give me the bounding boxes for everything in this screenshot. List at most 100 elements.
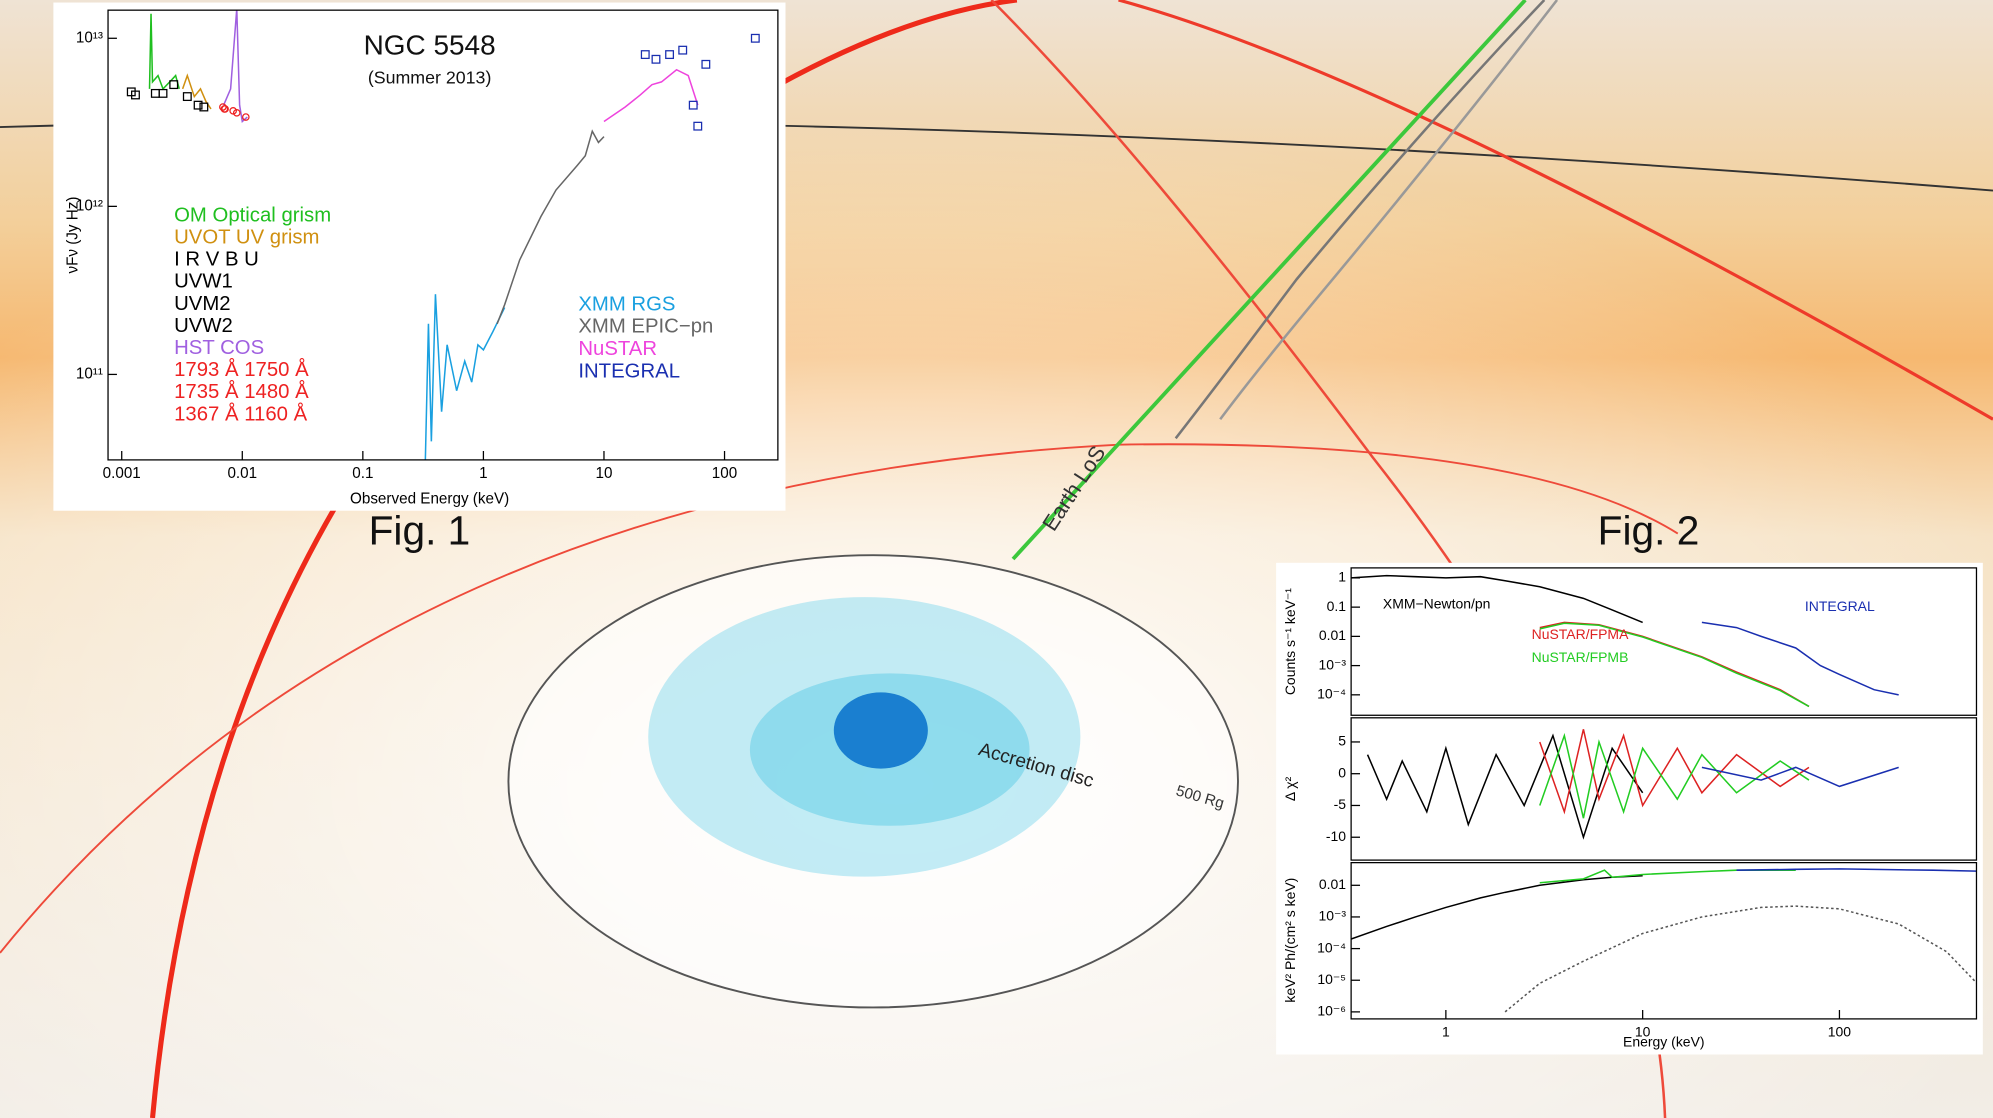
- y-tick-label: 0.1: [1327, 598, 1347, 614]
- figure-panel: [53, 2, 786, 511]
- data-point: [678, 45, 688, 55]
- x-tick-label: 0.001: [103, 465, 141, 482]
- data-point: [131, 90, 140, 100]
- legend-entry: 1735 Å 1480 Å: [174, 380, 309, 403]
- chart-subtitle: (Summer 2013): [368, 67, 492, 87]
- data-point: [193, 100, 203, 110]
- legend-entry: INTEGRAL: [1805, 598, 1875, 614]
- y-tick-label: 10¹³: [76, 29, 103, 46]
- data-line: [1504, 905, 1977, 1013]
- black-hole-region: [833, 692, 928, 769]
- data-line: [496, 129, 605, 325]
- legend-entry: INTEGRAL: [578, 360, 680, 382]
- legend-entry: XMM EPIC−pn: [578, 316, 713, 338]
- data-point: [640, 50, 650, 60]
- x-tick-label: 10: [1635, 1024, 1651, 1040]
- outflow-strand: [1219, 0, 1559, 421]
- data-point: [651, 54, 661, 64]
- red-arc: [1118, 0, 1993, 421]
- plot-area: [1351, 574, 1899, 708]
- line-of-sight: [1011, 0, 1527, 561]
- red-arc: [0, 443, 1679, 954]
- legend-entry: XMM−Newton/pn: [1383, 595, 1491, 611]
- y-tick-label: 10⁻³: [1318, 656, 1346, 672]
- data-point: [693, 121, 703, 131]
- y-tick-label: 0: [1338, 764, 1346, 780]
- legend-entry: UVW1: [174, 271, 233, 293]
- data-line: [1736, 868, 1977, 872]
- data-line: [1351, 574, 1643, 624]
- y-tick-label: 10¹²: [76, 197, 103, 214]
- plot-frame: [1350, 567, 1978, 716]
- figure-label: Fig. 1: [369, 507, 471, 553]
- data-point: [242, 113, 250, 121]
- y-tick-label: -5: [1334, 796, 1347, 812]
- y-tick-label: 10⁻⁴: [1317, 939, 1346, 955]
- data-line: [603, 68, 699, 123]
- x-tick-label: 1: [479, 465, 487, 482]
- data-line: [1351, 875, 1643, 940]
- plot-area: [126, 10, 760, 460]
- data-point: [750, 33, 760, 43]
- legend-entry: NuSTAR: [578, 338, 657, 360]
- data-point: [701, 59, 711, 69]
- y-axis-label: νFν (Jy Hz): [65, 197, 82, 274]
- plot-frame: [107, 9, 779, 461]
- data-point: [219, 103, 227, 111]
- plot-area: [1351, 868, 1977, 1013]
- y-axis-label: Δ χ²: [1282, 776, 1298, 801]
- y-tick-label: -10: [1326, 828, 1346, 844]
- data-point: [221, 105, 229, 113]
- legend-entry: I R V B U: [174, 249, 259, 271]
- figure-panel: [1276, 562, 1983, 1055]
- legend-entry: 1793 Å 1750 Å: [174, 358, 309, 381]
- data-line: [1366, 733, 1644, 840]
- data-line: [1539, 869, 1796, 884]
- legend-entry: UVW2: [174, 315, 233, 337]
- plot-frame: [1350, 717, 1978, 861]
- chart-title: NGC 5548: [364, 29, 496, 60]
- data-line: [424, 294, 506, 460]
- legend-entry: HST COS: [174, 337, 264, 359]
- figure-label: Fig. 2: [1598, 507, 1700, 553]
- legend-entry: OM Optical grism: [174, 204, 331, 226]
- legend-entry: UVOT UV grism: [174, 226, 319, 248]
- plot-frame: [1350, 862, 1978, 1020]
- data-point: [158, 88, 168, 98]
- data-point: [199, 102, 209, 112]
- y-tick-label: 0.01: [1319, 627, 1346, 643]
- legend-entry: XMM RGS: [578, 293, 675, 315]
- data-line: [1701, 766, 1899, 788]
- data-point: [665, 50, 675, 60]
- data-line: [1701, 621, 1899, 696]
- data-point: [232, 109, 241, 117]
- data-point: [182, 92, 192, 102]
- x-tick-label: 100: [712, 465, 737, 482]
- y-tick-label: 10⁻⁴: [1317, 686, 1346, 702]
- y-axis-label: keV² Ph/(cm² s keV): [1282, 878, 1298, 1003]
- y-tick-label: 10⁻⁵: [1317, 971, 1346, 987]
- outflow-strand: [1174, 0, 1546, 440]
- y-tick-label: 10⁻³: [1318, 908, 1346, 924]
- y-tick-label: 10¹¹: [76, 365, 103, 382]
- y-tick-label: 1: [1338, 569, 1346, 585]
- legend-entry: 1367 Å 1160 Å: [174, 402, 307, 425]
- y-axis-label: Counts s⁻¹ keV⁻¹: [1282, 588, 1298, 695]
- x-tick-label: 0.01: [227, 465, 257, 482]
- x-tick-label: 10: [595, 465, 612, 482]
- x-axis-label: Energy (keV): [1623, 1034, 1705, 1050]
- data-point: [688, 100, 698, 110]
- legend-entry: NuSTAR/FPMA: [1532, 626, 1629, 642]
- data-line: [1539, 622, 1810, 708]
- x-axis-label: Observed Energy (keV): [350, 490, 509, 507]
- legend-entry: NuSTAR/FPMB: [1532, 649, 1629, 665]
- x-tick-label: 100: [1828, 1024, 1852, 1040]
- legend-entry: UVM2: [174, 293, 230, 315]
- data-line: [1539, 729, 1810, 815]
- data-point: [169, 80, 179, 90]
- x-tick-label: 0.1: [352, 465, 373, 482]
- data-line: [222, 10, 248, 123]
- data-line: [148, 13, 180, 91]
